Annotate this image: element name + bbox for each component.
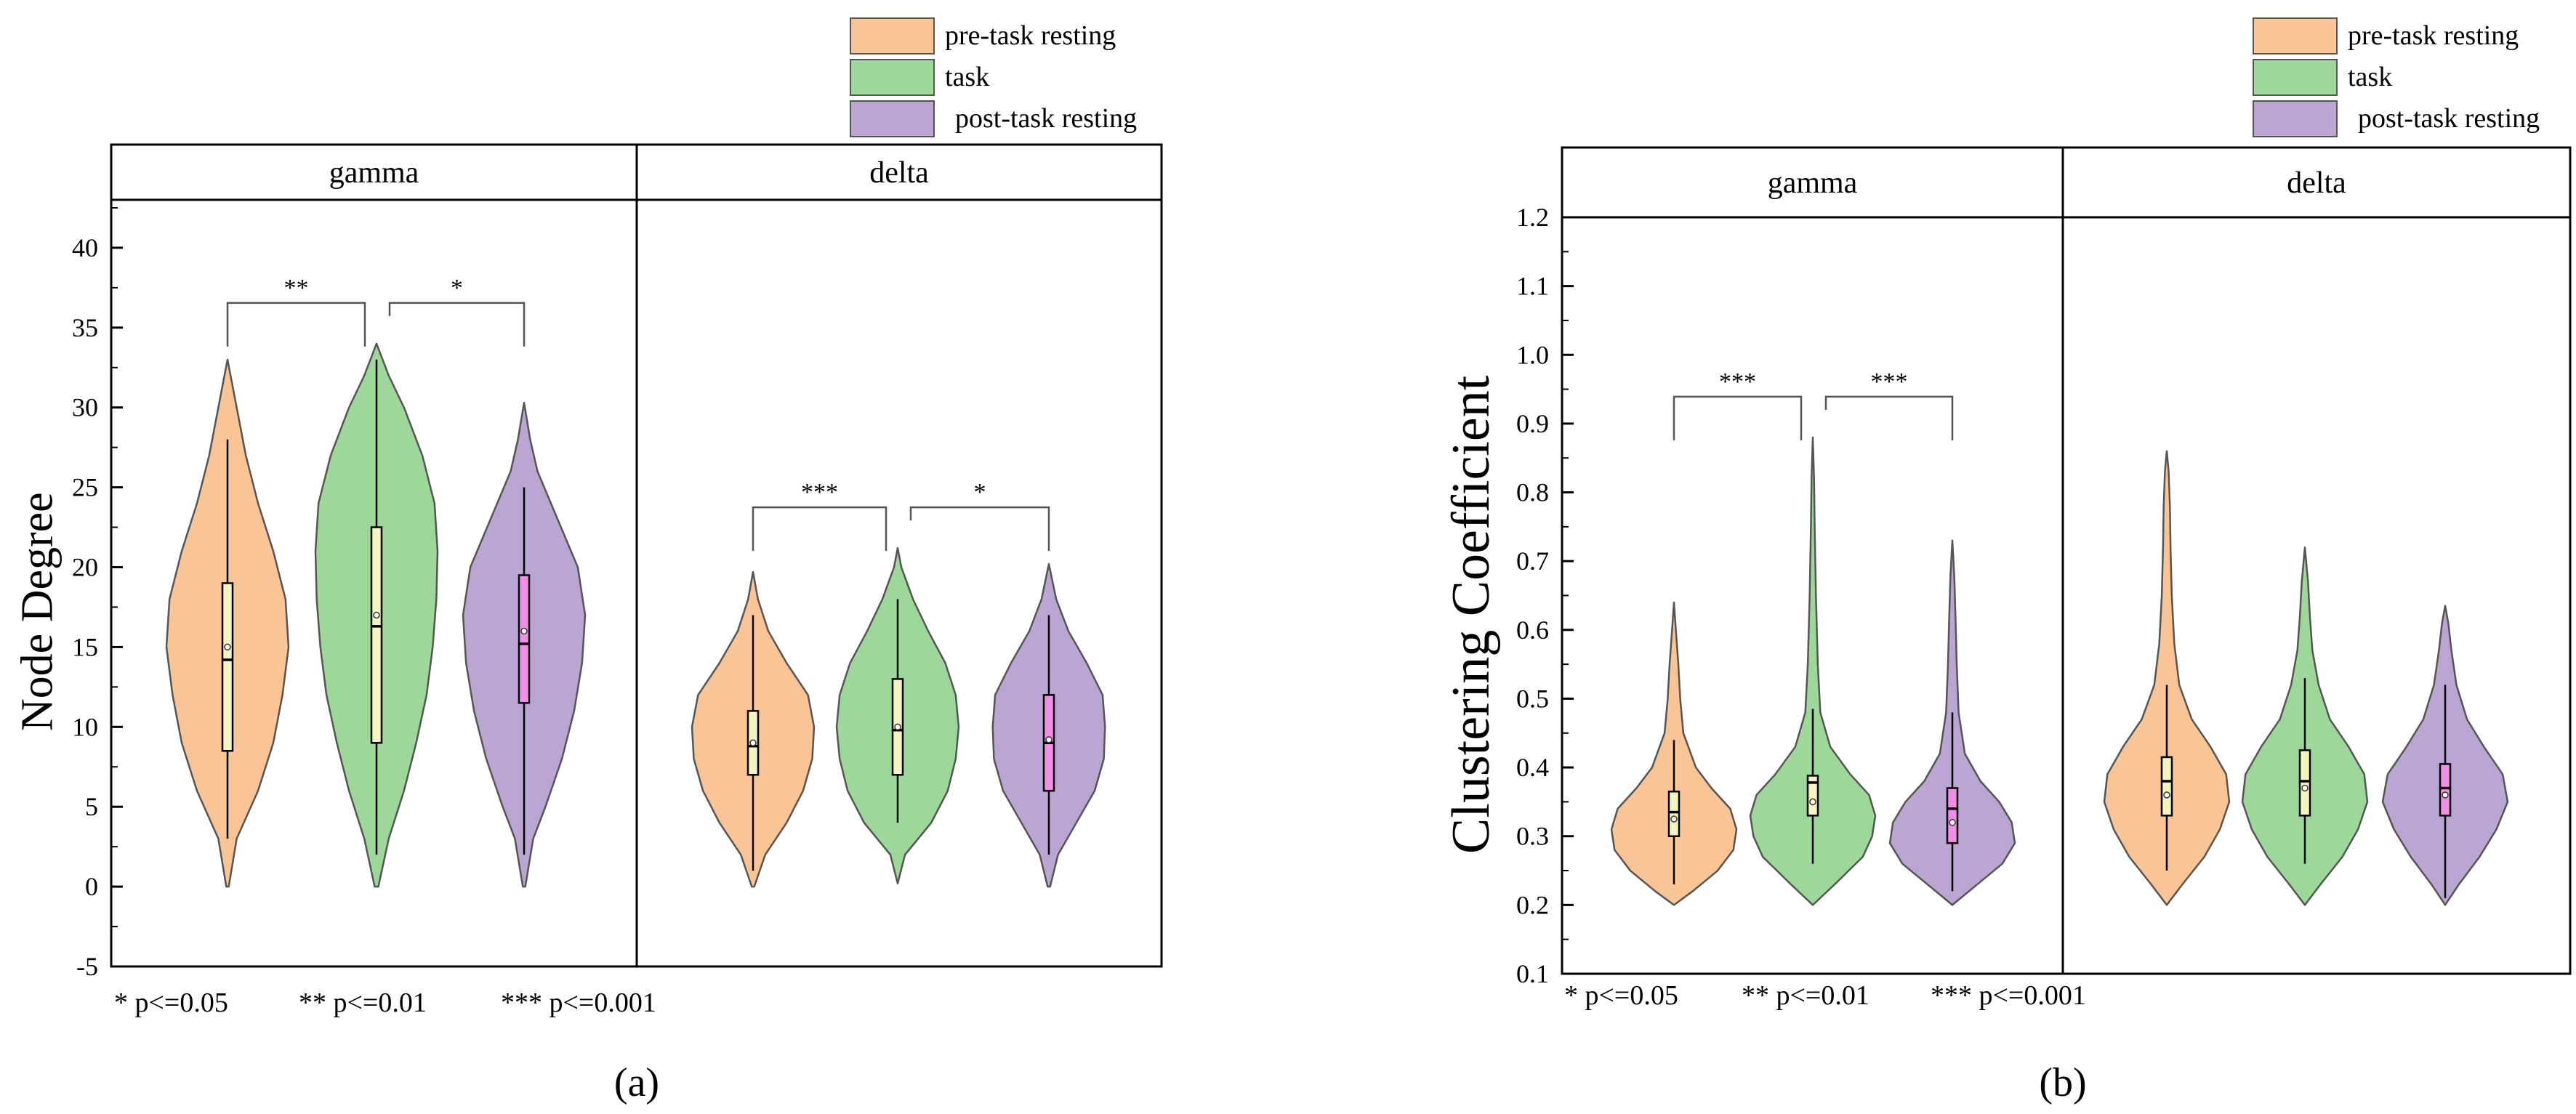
- p-value-note: ** p<=0.01: [299, 988, 427, 1018]
- y-tick-label: 0.3: [1516, 822, 1549, 851]
- iqr-box: [518, 574, 531, 704]
- iqr-box: [2160, 756, 2173, 817]
- legend-label: post-task resting: [955, 103, 1137, 134]
- facet-title: gamma: [1768, 166, 1858, 200]
- significance-label: ***: [1719, 368, 1756, 395]
- facet-title: gamma: [329, 156, 419, 190]
- y-tick-label: 5: [85, 792, 98, 821]
- y-tick-label: 20: [72, 553, 98, 582]
- iqr-box: [1946, 787, 1959, 844]
- legend-swatch: [850, 100, 935, 137]
- y-tick-label: 10: [72, 712, 98, 741]
- significance-bracket: [909, 506, 1050, 552]
- mean-marker: [1949, 819, 1956, 826]
- facet-title: delta: [2287, 166, 2346, 200]
- legend-label: task: [2348, 62, 2392, 92]
- panel-label: (b): [2039, 1060, 2086, 1105]
- significance-label: *: [451, 275, 463, 302]
- iqr-box: [2298, 749, 2311, 817]
- mean-marker: [2442, 791, 2449, 799]
- violin: [2103, 450, 2231, 906]
- mean-marker: [2163, 791, 2170, 799]
- panel-a-node-degree: pre-task resting task post-task resting -5 0…: [13, 17, 1163, 1105]
- y-tick-label: 0: [85, 872, 98, 901]
- iqr-box: [2439, 763, 2452, 817]
- legend-swatch: [850, 17, 935, 55]
- legend-label: pre-task resting: [945, 20, 1116, 51]
- significance-bracket: [226, 302, 366, 347]
- significance-label: ***: [801, 479, 838, 506]
- p-value-note: * p<=0.05: [1564, 980, 1678, 1011]
- panel-b-clustering-coefficient: pre-task resting task post-task resting 0.1…: [1441, 17, 2572, 1105]
- y-tick-label: 0.2: [1516, 890, 1549, 919]
- mean-marker: [894, 723, 901, 731]
- facet-title: delta: [869, 156, 929, 190]
- legend-label: pre-task resting: [2348, 20, 2519, 51]
- y-tick-label: 1.1: [1516, 272, 1549, 301]
- violin: [1749, 436, 1877, 906]
- p-value-note: ** p<=0.01: [1742, 980, 1869, 1011]
- significance-bracket: [1673, 395, 1803, 440]
- y-axis-title: Clustering Coefficient: [1441, 375, 1501, 854]
- significance-label: **: [284, 275, 309, 302]
- iqr-box: [1806, 775, 1819, 817]
- y-tick-label: 35: [72, 313, 98, 342]
- significance-bracket: [1824, 395, 1954, 440]
- mean-marker: [1670, 815, 1678, 823]
- p-value-note: *** p<=0.001: [1931, 980, 2086, 1011]
- mean-marker: [749, 739, 757, 747]
- mean-marker: [520, 627, 528, 635]
- y-tick-label: 0.1: [1516, 959, 1549, 988]
- y-tick-label: 30: [72, 393, 98, 422]
- legend-label: post-task resting: [2358, 103, 2540, 134]
- y-tick-label: 0.5: [1516, 684, 1549, 713]
- y-axis-title: Node Degree: [13, 492, 63, 731]
- y-tick-label: 15: [72, 632, 98, 661]
- iqr-box: [370, 526, 383, 744]
- legend-swatch: [2253, 17, 2338, 55]
- y-tick-label: 0.9: [1516, 409, 1549, 438]
- mean-marker: [373, 611, 380, 619]
- y-tick-label: 0.4: [1516, 753, 1549, 782]
- y-tick-label: -5: [76, 952, 98, 981]
- iqr-box: [1667, 790, 1681, 837]
- legend-label: task: [945, 62, 989, 92]
- y-tick-label: 25: [72, 473, 98, 502]
- significance-bracket: [752, 506, 887, 552]
- mean-marker: [2301, 784, 2309, 792]
- y-tick-label: 1.0: [1516, 340, 1549, 369]
- legend-swatch: [850, 59, 935, 96]
- significance-bracket: [388, 302, 526, 347]
- mean-marker: [1045, 736, 1052, 743]
- significance-label: *: [974, 479, 986, 506]
- y-tick-label: 1.2: [1516, 203, 1549, 232]
- panel-label: (a): [614, 1060, 659, 1105]
- y-tick-label: 0.8: [1516, 478, 1549, 507]
- legend-swatch: [2253, 100, 2338, 137]
- y-tick-label: 40: [72, 233, 98, 262]
- y-tick-label: 0.6: [1516, 615, 1549, 645]
- mean-marker: [224, 643, 231, 651]
- mean-marker: [1809, 798, 1816, 806]
- p-value-note: *** p<=0.001: [501, 988, 656, 1018]
- y-tick-label: 0.7: [1516, 546, 1549, 576]
- legend-swatch: [2253, 59, 2338, 96]
- iqr-box: [221, 582, 234, 752]
- significance-label: ***: [1871, 368, 1908, 395]
- p-value-note: * p<=0.05: [114, 988, 228, 1018]
